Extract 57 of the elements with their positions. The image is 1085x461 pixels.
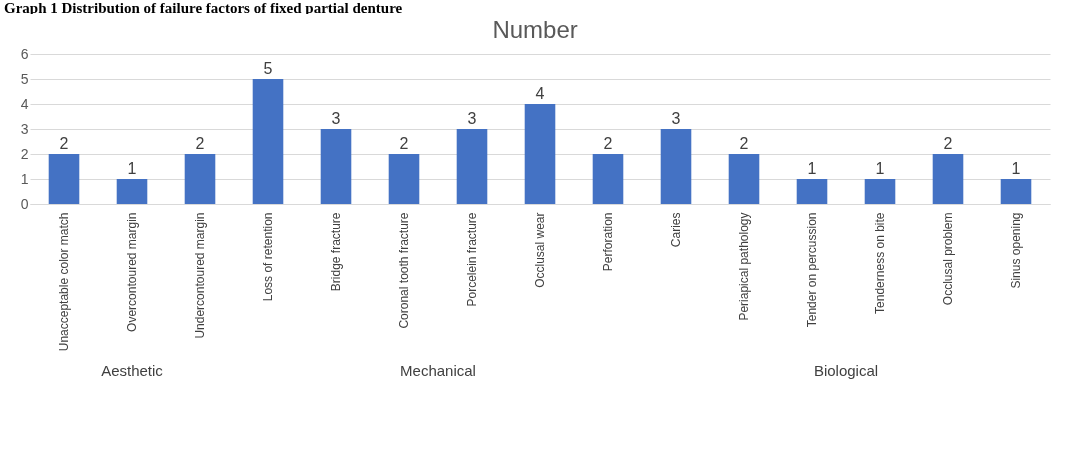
chart-title: Number	[492, 16, 578, 43]
bar	[252, 79, 284, 204]
y-tick-label: 5	[20, 70, 29, 87]
x-tick-label: Tenderness on bite	[873, 212, 887, 314]
x-tick-label: Perforation	[601, 212, 615, 272]
bar	[320, 129, 352, 204]
x-tick-label: Tender on percussion	[805, 212, 819, 328]
bar	[932, 154, 964, 204]
data-label: 3	[331, 110, 341, 127]
bar	[592, 154, 624, 204]
text: Mechanical	[400, 362, 476, 379]
x-tick-label: Occlusal wear	[533, 212, 547, 288]
x-tick-label: Overcontoured margin	[125, 212, 139, 332]
caption: Graph 1 Distribution of failure factors of fixed partial denture	[3, 0, 404, 16]
bar	[184, 154, 216, 204]
x-tick-label: Unacceptable color match	[57, 212, 71, 352]
data-label: 1	[875, 160, 885, 177]
data-label: 3	[467, 110, 477, 127]
bar	[1000, 179, 1032, 204]
data-label: 2	[59, 135, 69, 152]
y-tick-label: 3	[20, 120, 29, 137]
text: Biological	[813, 362, 879, 379]
data-label: 4	[535, 85, 545, 102]
y-tick-label: 2	[20, 145, 29, 162]
y-tick-label: 4	[20, 95, 29, 112]
bar	[48, 154, 80, 204]
y-tick-label: 1	[20, 170, 29, 187]
data-label: 1	[807, 160, 817, 177]
x-tick-label: Coronal tooth fracture	[397, 212, 411, 329]
x-tick-label: Porcelein fracture	[465, 212, 479, 307]
data-label: 1	[1011, 160, 1021, 177]
bar	[864, 179, 896, 204]
data-label: 2	[399, 135, 409, 152]
bar	[388, 154, 420, 204]
bar	[116, 179, 148, 204]
x-tick-label: Periapical pathology	[737, 212, 751, 321]
text: Aesthetic	[101, 362, 164, 379]
data-label: 2	[943, 135, 953, 152]
bar	[456, 129, 488, 204]
data-label: 2	[739, 135, 749, 152]
x-tick-label: Occlusal problem	[941, 212, 955, 306]
bar	[728, 154, 760, 204]
data-label: 2	[195, 135, 205, 152]
bar	[796, 179, 828, 204]
data-label: 1	[127, 160, 137, 177]
bar	[660, 129, 692, 204]
x-tick-label: Loss of retention	[261, 212, 275, 302]
x-tick-label: Bridge fracture	[329, 212, 343, 292]
x-tick-label: Caries	[669, 212, 683, 248]
bar	[524, 104, 556, 204]
data-label: 3	[671, 110, 681, 127]
data-label: 2	[603, 135, 613, 152]
data-label: 5	[263, 60, 273, 77]
y-tick-label: 0	[20, 195, 29, 212]
y-tick-label: 6	[20, 45, 29, 62]
x-tick-label: Sinus opening	[1009, 212, 1023, 289]
x-tick-label: Undercontoured margin	[193, 212, 207, 339]
